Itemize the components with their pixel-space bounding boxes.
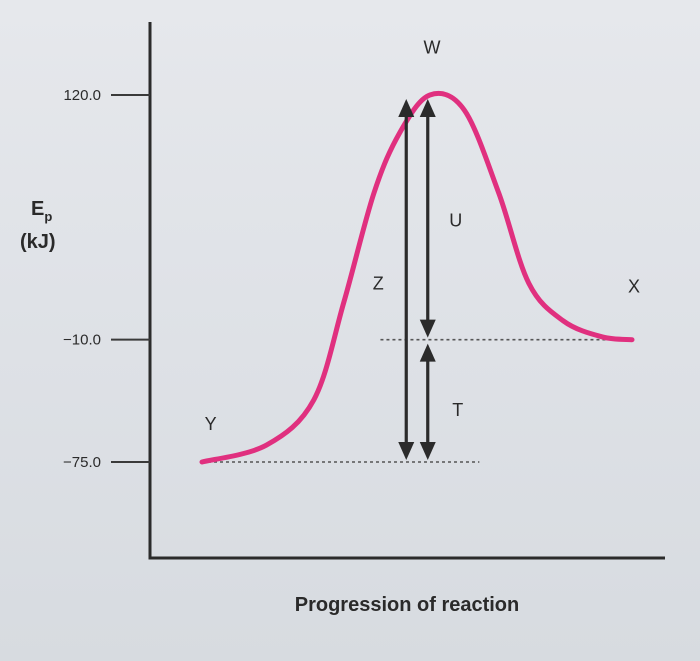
arrow-z: Z (373, 99, 415, 460)
y-axis-title: Ep (kJ) (20, 198, 56, 253)
energy-curve (199, 90, 635, 465)
y-axis-symbol: E (31, 198, 44, 220)
y-ticks: 120.0 −10.0 −75.0 (63, 87, 150, 471)
reference-lines (202, 338, 632, 463)
y-tick-label-0: 120.0 (63, 87, 101, 104)
arrow-label-u: U (449, 210, 462, 230)
point-label-w: W (424, 38, 441, 58)
arrow-label-z: Z (373, 274, 384, 294)
arrow-t: T (419, 343, 463, 460)
svg-text:Ep: Ep (31, 198, 52, 224)
arrow-u: U (419, 99, 462, 338)
arrow-label-t: T (452, 400, 463, 420)
point-labels: Y W X (205, 38, 640, 434)
y-tick-label-2: −75.0 (63, 454, 101, 471)
arrow-head-bottom-z (398, 442, 415, 460)
point-label-y: Y (205, 414, 217, 434)
arrow-head-top-t (419, 343, 436, 362)
y-axis-subscript: p (44, 209, 52, 224)
arrow-head-bottom-t (419, 442, 436, 460)
y-axis-unit: (kJ) (20, 231, 56, 253)
arrow-head-top-z (398, 99, 415, 117)
x-axis-title: Progression of reaction (295, 594, 520, 616)
energy-arrows: Z U T (373, 99, 463, 460)
axes (148, 22, 665, 560)
point-label-x: X (628, 277, 640, 297)
arrow-head-top-u (419, 99, 436, 117)
arrow-head-bottom-u (419, 319, 436, 338)
y-tick-label-1: −10.0 (63, 332, 101, 349)
